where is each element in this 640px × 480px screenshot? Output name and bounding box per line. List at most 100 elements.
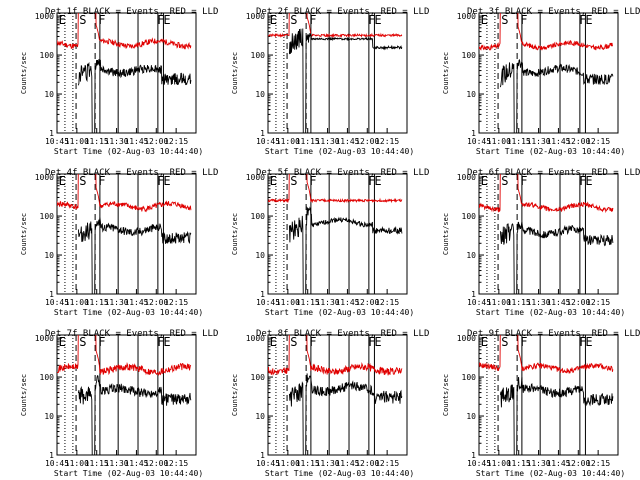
x-tick-label: 11:45 xyxy=(546,459,570,468)
panel-title: Det 7f BLACK = Events, RED = LLD xyxy=(45,329,218,339)
time-marker-label: E xyxy=(59,174,66,188)
x-tick-label: 11:45 xyxy=(124,137,148,146)
detector-panel: Det 5f BLACK = Events, RED = LLD 1 10 100 10… xyxy=(231,168,429,317)
time-marker-label: F xyxy=(520,13,527,27)
y-tick-label: 100 xyxy=(40,51,55,60)
x-tick-label: 11:45 xyxy=(124,459,148,468)
plot-frame xyxy=(56,173,197,295)
time-marker-label: F xyxy=(98,335,105,349)
detector-panel: Det 4f BLACK = Events, RED = LLD 1 10 100 10… xyxy=(20,168,218,317)
y-axis-label: Counts/sec xyxy=(231,213,239,255)
plot-frame xyxy=(478,12,619,134)
y-axis-label: Counts/sec xyxy=(20,52,28,94)
time-marker-label: E xyxy=(270,335,277,349)
y-tick-label: 10 xyxy=(44,251,54,260)
y-axis-label: Counts/sec xyxy=(20,213,28,255)
events-series-line xyxy=(288,28,403,133)
x-tick-label: 12:00 xyxy=(144,298,168,307)
x-tick-label: 11:30 xyxy=(527,298,551,307)
detector-panel: Det 6f BLACK = Events, RED = LLD 1 10 100 10… xyxy=(442,168,640,317)
x-tick-label: 11:30 xyxy=(105,137,129,146)
time-marker-label: S xyxy=(501,13,508,27)
y-axis-label: Counts/sec xyxy=(442,374,450,416)
time-marker-label: S xyxy=(79,13,86,27)
time-marker-label: E xyxy=(585,335,592,349)
x-tick-label: 11:00 xyxy=(487,137,511,146)
y-tick-label: 1 xyxy=(260,129,265,138)
x-tick-label: 10:45 xyxy=(467,137,491,146)
x-tick-label: 11:45 xyxy=(124,298,148,307)
time-marker-label: F xyxy=(520,174,527,188)
time-marker-label: F xyxy=(309,174,316,188)
y-tick-label: 10 xyxy=(466,90,476,99)
x-tick-label: 11:45 xyxy=(335,137,359,146)
detector-panel: Det 1f BLACK = Events, RED = LLD 1 10 100 10… xyxy=(20,7,218,156)
x-tick-label: 11:00 xyxy=(65,298,89,307)
x-tick-label: 11:30 xyxy=(105,298,129,307)
x-tick-label: 11:00 xyxy=(487,459,511,468)
time-marker-label: E xyxy=(374,13,381,27)
x-tick-label: 11:00 xyxy=(276,298,300,307)
time-marker-label: E xyxy=(374,335,381,349)
y-tick-label: 1 xyxy=(471,129,476,138)
x-tick-label: 12:15 xyxy=(586,137,610,146)
y-tick-label: 1000 xyxy=(457,12,476,21)
y-tick-label: 1 xyxy=(49,129,54,138)
y-tick-label: 1 xyxy=(260,290,265,299)
x-tick-label: 11:15 xyxy=(507,298,531,307)
x-tick-label: 11:30 xyxy=(316,298,340,307)
y-tick-label: 1 xyxy=(49,290,54,299)
panel-title: Det 2f BLACK = Events, RED = LLD xyxy=(256,7,429,17)
events-series-line xyxy=(499,376,614,455)
panel-title: Det 4f BLACK = Events, RED = LLD xyxy=(45,168,218,178)
x-axis-label: Start Time (02-Aug-03 10:44:40) xyxy=(476,308,625,317)
y-axis-label: Counts/sec xyxy=(442,213,450,255)
time-marker-label: F xyxy=(309,335,316,349)
y-tick-label: 1000 xyxy=(35,334,54,343)
x-tick-label: 11:45 xyxy=(335,459,359,468)
x-tick-label: 11:00 xyxy=(276,137,300,146)
plot-frame xyxy=(267,12,408,134)
x-tick-label: 11:45 xyxy=(546,298,570,307)
time-marker-label: E xyxy=(270,13,277,27)
time-marker-label: F xyxy=(579,335,586,349)
time-marker-label: E xyxy=(270,174,277,188)
x-tick-label: 12:15 xyxy=(164,298,188,307)
lld-series-line xyxy=(57,174,192,213)
time-marker-label: F xyxy=(579,174,586,188)
detector-panel: Det 3f BLACK = Events, RED = LLD 1 10 100 10… xyxy=(442,7,640,156)
x-axis-label: Start Time (02-Aug-03 10:44:40) xyxy=(54,308,203,317)
time-marker-label: S xyxy=(79,174,86,188)
lld-series-line xyxy=(57,335,192,377)
x-tick-label: 12:15 xyxy=(586,298,610,307)
x-tick-label: 12:00 xyxy=(355,298,379,307)
x-tick-label: 11:15 xyxy=(507,459,531,468)
x-axis-label: Start Time (02-Aug-03 10:44:40) xyxy=(476,469,625,478)
time-marker-label: F xyxy=(368,174,375,188)
x-tick-label: 10:45 xyxy=(45,298,69,307)
time-marker-label: E xyxy=(163,335,170,349)
detector-panel: Det 8f BLACK = Events, RED = LLD 1 10 100 10… xyxy=(231,329,429,478)
x-tick-label: 12:15 xyxy=(164,459,188,468)
x-tick-label: 10:45 xyxy=(467,298,491,307)
detector-panel: Det 7f BLACK = Events, RED = LLD 1 10 100 10… xyxy=(20,329,218,478)
x-tick-label: 12:00 xyxy=(144,459,168,468)
time-marker-label: F xyxy=(309,13,316,27)
y-axis-label: Counts/sec xyxy=(20,374,28,416)
y-tick-label: 1 xyxy=(260,451,265,460)
panel-title: Det 5f BLACK = Events, RED = LLD xyxy=(256,168,429,178)
x-tick-label: 10:45 xyxy=(256,137,280,146)
x-tick-label: 10:45 xyxy=(256,459,280,468)
lld-series-line xyxy=(268,13,403,39)
x-tick-label: 12:00 xyxy=(355,137,379,146)
time-marker-label: S xyxy=(290,174,297,188)
y-tick-label: 100 xyxy=(251,51,266,60)
y-tick-label: 10 xyxy=(44,90,54,99)
plot-frame xyxy=(478,173,619,295)
time-marker-label: E xyxy=(163,174,170,188)
x-tick-label: 11:15 xyxy=(85,298,109,307)
time-marker-label: E xyxy=(481,174,488,188)
panel-title: Det 3f BLACK = Events, RED = LLD xyxy=(467,7,640,17)
x-axis-label: Start Time (02-Aug-03 10:44:40) xyxy=(54,469,203,478)
